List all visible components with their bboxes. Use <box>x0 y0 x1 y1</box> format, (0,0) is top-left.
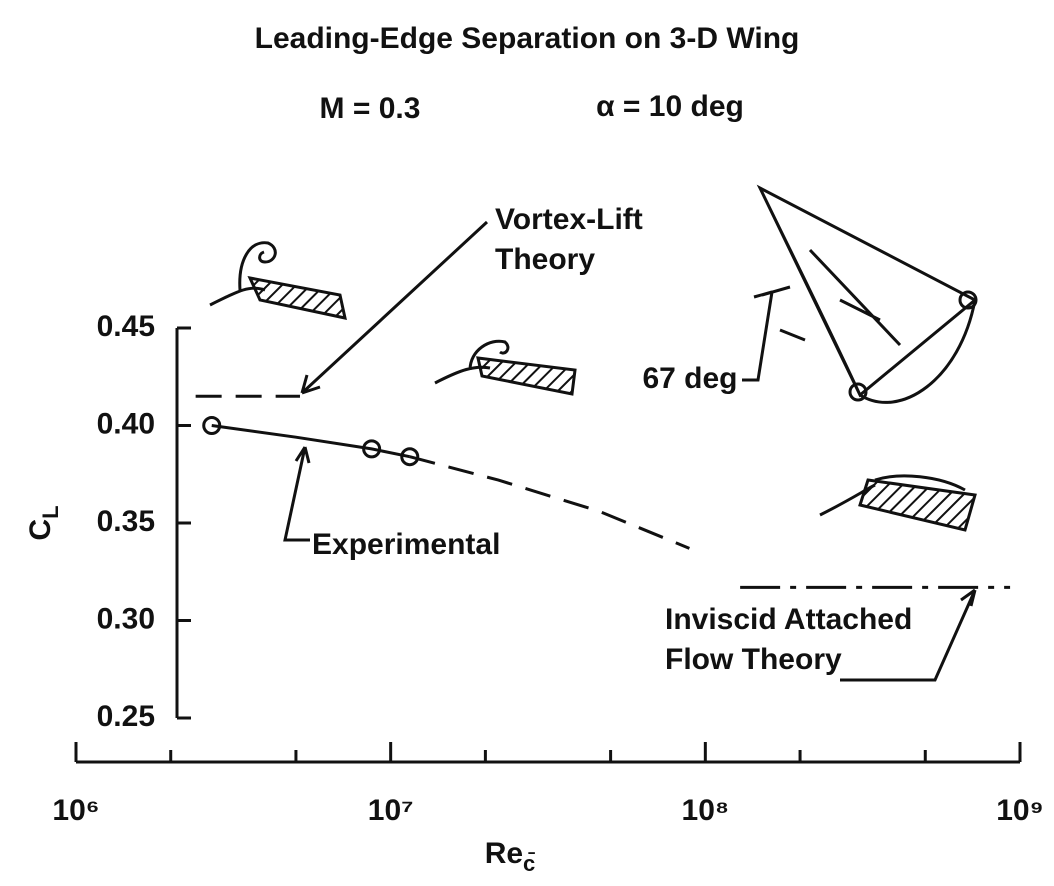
series-annotation: Inviscid Attached Flow Theory <box>665 603 913 676</box>
angle-note: 67 deg <box>642 362 737 395</box>
x-tick-label: 10⁷ <box>368 794 414 827</box>
series-line <box>409 455 690 550</box>
series-annotation: Experimental <box>312 528 501 561</box>
x-tick-label: 10⁹ <box>996 794 1044 827</box>
series-annotation: Vortex-Lift Theory <box>495 203 643 276</box>
subtitle: M = 0.3 <box>320 92 421 125</box>
series-label: Inviscid Attached Flow Theory <box>665 603 913 676</box>
x-axis-label: Rec̄ <box>485 837 536 876</box>
series-label: Experimental <box>312 528 501 561</box>
series-label: Vortex-Lift Theory <box>495 203 643 276</box>
y-tick-label: 0.45 <box>97 310 155 343</box>
y-tick-label: 0.40 <box>97 407 155 440</box>
sketches <box>209 184 978 682</box>
y-axis-label-sub: L <box>38 505 63 518</box>
x-tick-label: 10⁸ <box>682 794 730 827</box>
y-tick-label: 0.30 <box>97 602 155 635</box>
subtitle: α = 10 deg <box>596 90 744 123</box>
x-axis-label-main: Re <box>485 837 523 870</box>
y-tick-label: 0.35 <box>97 505 155 538</box>
series-line <box>211 424 411 459</box>
x-tick-label: 10⁶ <box>52 794 99 827</box>
chart-title: Leading-Edge Separation on 3-D Wing <box>255 22 800 55</box>
y-tick-label: 0.25 <box>97 700 155 733</box>
y-axis-label: CL <box>24 505 63 540</box>
x-axis-label-sub: c̄ <box>523 851 536 876</box>
y-axis-label-main: C <box>24 519 57 541</box>
